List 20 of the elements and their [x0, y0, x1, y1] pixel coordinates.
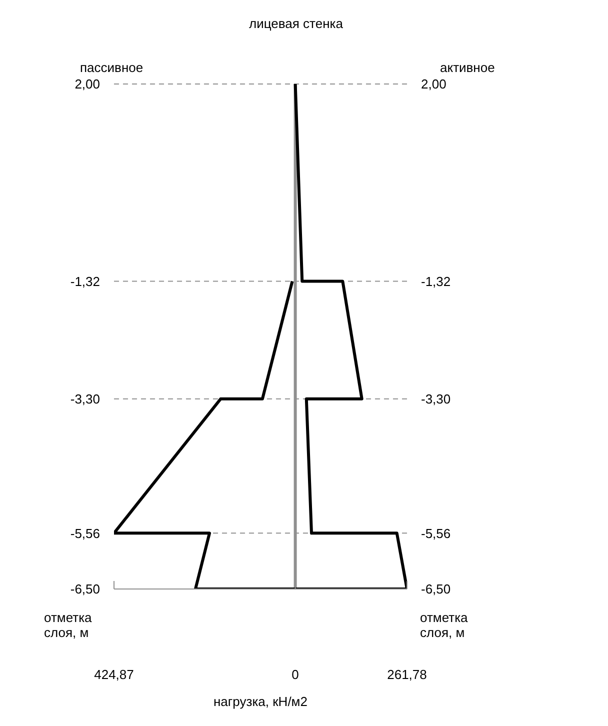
- y-tick-label: -5,56: [70, 526, 100, 541]
- y-tick-label: -1,32: [70, 274, 100, 289]
- chart-title: лицевая стенка: [248, 16, 344, 31]
- y2-tick-label: -6,50: [421, 582, 451, 597]
- y2-tick-label: -1,32: [421, 274, 451, 289]
- y2-axis-title: отметка слоя, м: [420, 610, 469, 640]
- text: активное: [440, 60, 495, 75]
- y-tick-label: -6,50: [70, 582, 100, 597]
- x-tick-label: 0: [292, 667, 299, 682]
- x-tick-label: 424,87: [94, 667, 134, 682]
- y-tick-label: 2,00: [74, 76, 100, 92]
- line-series: [114, 84, 407, 589]
- y-tick-label: -3,30: [70, 391, 100, 406]
- text: пассивное: [80, 60, 144, 75]
- y2-tick-label: -3,30: [421, 391, 451, 406]
- y2-tick-label: 2,00: [421, 76, 446, 92]
- y2-tick-label: -5,56: [421, 526, 451, 541]
- y-axis-title: отметка слоя, м: [44, 610, 93, 640]
- x-tick-label: 261,78: [387, 667, 427, 682]
- x-axis-title: нагрузка, кН/м2: [214, 694, 308, 709]
